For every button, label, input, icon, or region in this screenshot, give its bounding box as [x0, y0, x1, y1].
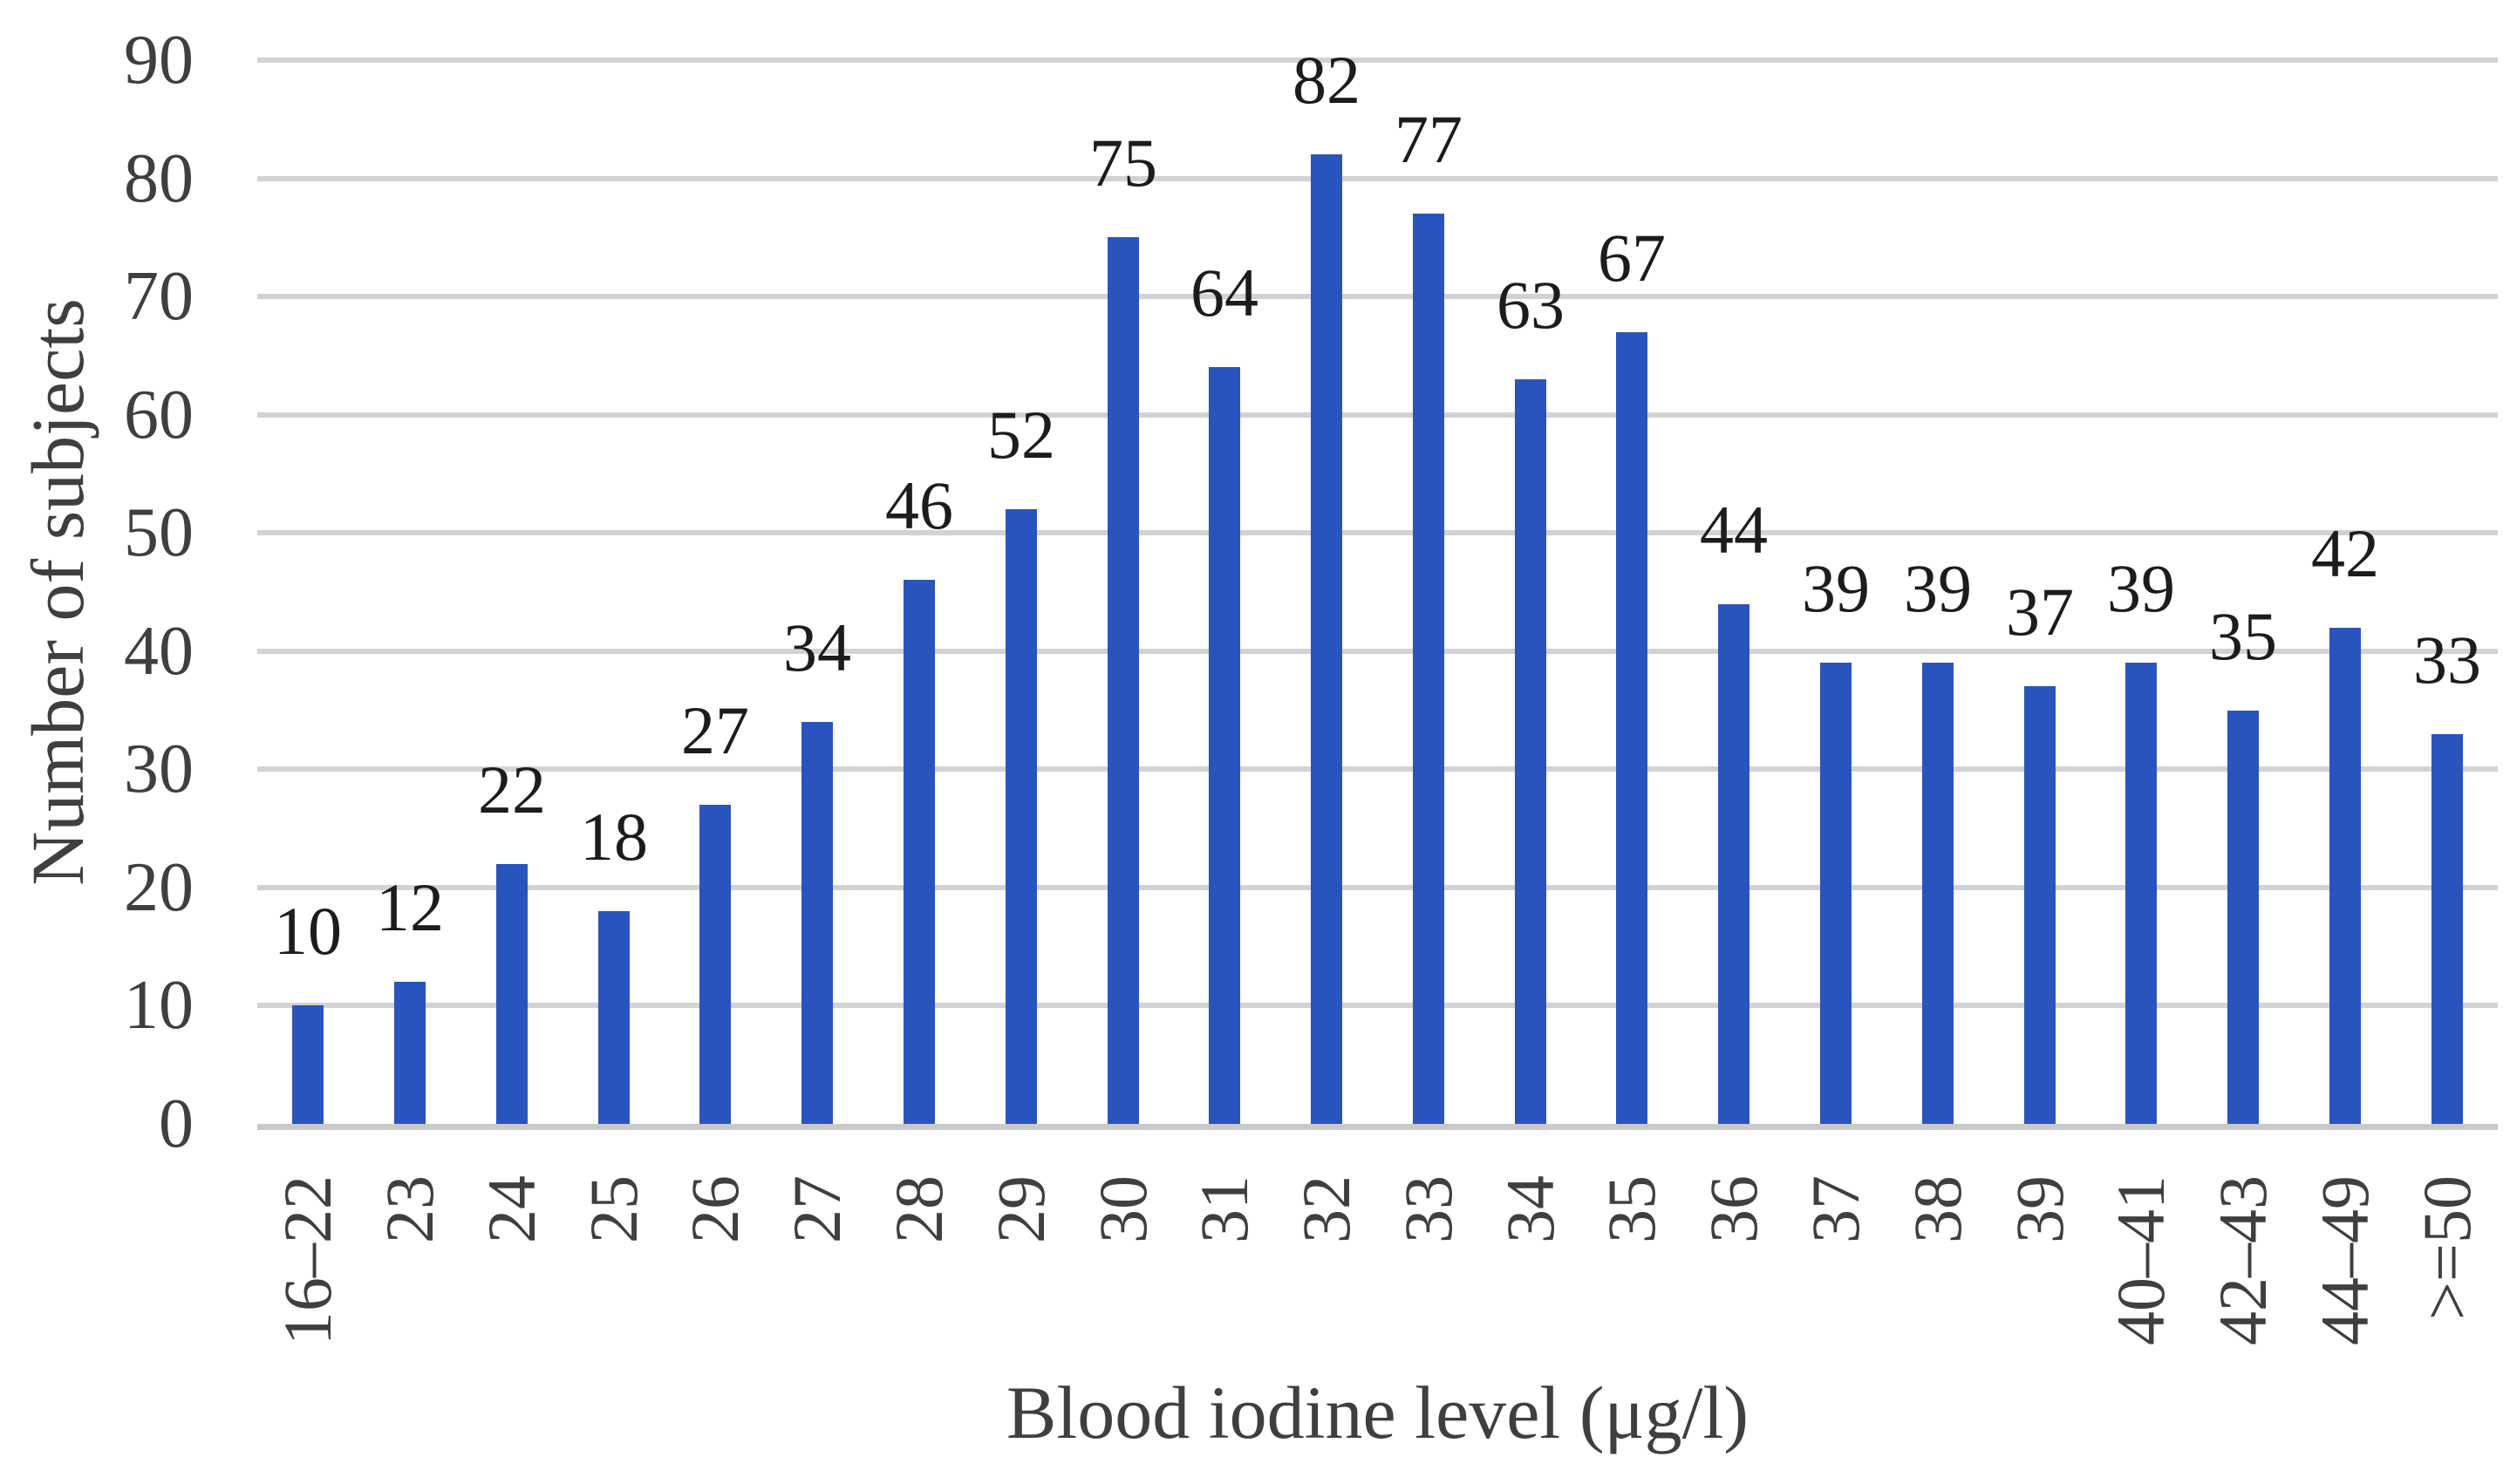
- bar: [1616, 332, 1647, 1124]
- bar-value-label: 67: [1598, 220, 1666, 296]
- bar: [801, 722, 833, 1124]
- bar-value-label: 34: [783, 609, 851, 685]
- bar: [292, 1005, 324, 1124]
- bar-value-label: 82: [1292, 42, 1361, 118]
- x-tick-label: 29: [983, 1175, 1060, 1243]
- x-tick-label: >=50: [2409, 1175, 2486, 1320]
- bar: [2329, 628, 2361, 1124]
- bar-value-label: 37: [2006, 574, 2074, 650]
- y-tick-label: 60: [124, 377, 194, 453]
- x-tick-label: 27: [779, 1175, 856, 1243]
- bar: [394, 982, 426, 1124]
- x-tick-label: 28: [881, 1175, 958, 1243]
- bar-value-label: 42: [2311, 515, 2379, 591]
- bar: [1108, 237, 1139, 1124]
- bar-value-label: 52: [987, 397, 1055, 473]
- bar-value-label: 44: [1700, 492, 1768, 568]
- gridline: [257, 885, 2498, 890]
- x-tick-label: 40–41: [2103, 1175, 2179, 1345]
- x-tick-label: 25: [576, 1175, 652, 1243]
- bar-value-label: 63: [1497, 267, 1565, 343]
- bar-value-label: 75: [1089, 125, 1157, 201]
- bar: [2431, 734, 2463, 1124]
- y-tick-label: 30: [124, 731, 194, 807]
- bar: [1006, 509, 1037, 1124]
- gridline: [257, 649, 2498, 654]
- bar: [1209, 367, 1240, 1124]
- bar: [496, 864, 528, 1124]
- bar-value-label: 27: [681, 692, 749, 768]
- bar-value-label: 39: [2107, 550, 2175, 626]
- x-tick-label: 37: [1797, 1175, 1874, 1243]
- bar: [699, 805, 731, 1124]
- bar-value-label: 18: [580, 799, 648, 875]
- gridline: [257, 58, 2498, 63]
- gridline: [257, 412, 2498, 418]
- bar-value-label: 39: [1802, 550, 1870, 626]
- bar: [2024, 686, 2056, 1124]
- y-tick-label: 20: [124, 849, 194, 926]
- x-tick-label: 16–22: [269, 1175, 346, 1345]
- gridline: [257, 766, 2498, 772]
- x-tick-label: 42–43: [2205, 1175, 2281, 1345]
- bar-value-label: 22: [478, 752, 546, 827]
- x-axis-line: [257, 1124, 2498, 1130]
- bar: [1922, 663, 1954, 1124]
- y-tick-label: 70: [124, 258, 194, 335]
- x-tick-label: 39: [2002, 1175, 2078, 1243]
- bar-value-label: 12: [376, 869, 444, 945]
- bar-value-label: 35: [2209, 598, 2277, 674]
- y-tick-label: 10: [124, 967, 194, 1044]
- x-tick-label: 31: [1186, 1175, 1263, 1243]
- bar-value-label: 64: [1190, 255, 1258, 330]
- y-tick-label: 0: [159, 1086, 194, 1162]
- y-tick-label: 50: [124, 494, 194, 571]
- x-tick-label: 38: [1899, 1175, 1976, 1243]
- gridline: [257, 1003, 2498, 1008]
- x-tick-label: 30: [1085, 1175, 1162, 1243]
- bar-value-label: 77: [1395, 101, 1463, 177]
- bar: [598, 911, 630, 1124]
- x-tick-label: 32: [1288, 1175, 1365, 1243]
- x-tick-label: 23: [372, 1175, 448, 1243]
- x-tick-label: 36: [1695, 1175, 1772, 1243]
- bar: [1515, 379, 1546, 1124]
- bar: [904, 580, 935, 1124]
- x-tick-label: 24: [474, 1175, 550, 1243]
- bar: [1820, 663, 1852, 1124]
- bar: [2125, 663, 2157, 1124]
- bar-value-label: 33: [2413, 622, 2481, 698]
- y-tick-label: 80: [124, 140, 194, 217]
- gridline: [257, 530, 2498, 535]
- bar-value-label: 10: [274, 893, 342, 969]
- x-tick-label: 35: [1593, 1175, 1670, 1243]
- gridline: [257, 176, 2498, 181]
- gridline: [257, 294, 2498, 299]
- x-axis-title: Blood iodine level (μg/l): [1006, 1371, 1749, 1454]
- bar: [1311, 154, 1342, 1124]
- x-tick-label: 26: [677, 1175, 754, 1243]
- bar-value-label: 46: [885, 467, 953, 543]
- x-tick-label: 33: [1390, 1175, 1467, 1243]
- y-tick-label: 90: [124, 22, 194, 99]
- bar: [2227, 711, 2259, 1124]
- bar-value-label: 39: [1904, 550, 1972, 626]
- y-tick-label: 40: [124, 613, 194, 690]
- bar: [1718, 604, 1749, 1124]
- x-tick-label: 44–49: [2307, 1175, 2384, 1345]
- bar: [1413, 214, 1444, 1124]
- x-tick-label: 34: [1492, 1175, 1569, 1243]
